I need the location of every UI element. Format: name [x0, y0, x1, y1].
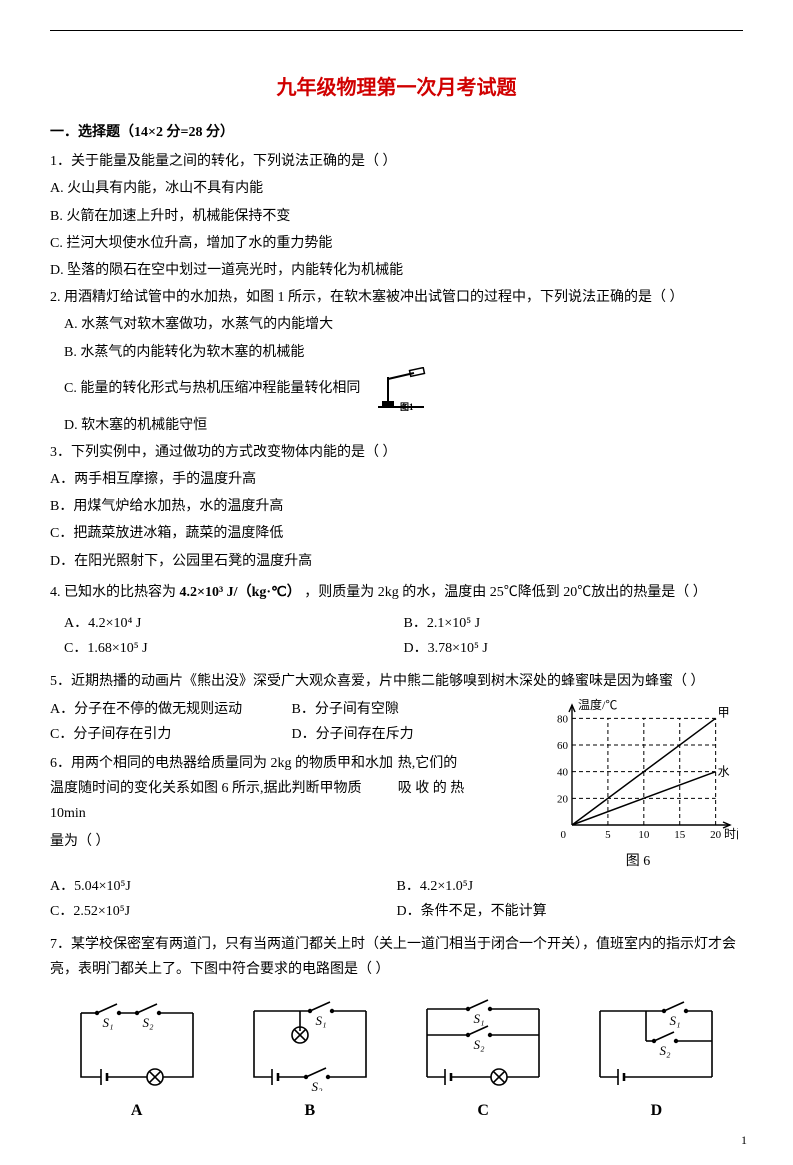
svg-text:水: 水 [718, 764, 730, 778]
circuit-a-label: A [67, 1097, 207, 1126]
q3-opt-b: B．用煤气炉给水加热，水的温度升高 [50, 494, 743, 519]
figure-6-chart: 20 40 60 80 5 10 15 20 0 甲水 温度/℃ 时间/min [533, 697, 743, 847]
svg-text:S₁: S₁ [670, 1013, 681, 1028]
q1-opt-b: B. 火箭在加速上升时，机械能保持不变 [50, 204, 743, 229]
q2-opt-c: C. 能量的转化形式与热机压缩冲程能量转化相同 图1 [50, 367, 743, 411]
q5-opt-a: A．分子在不停的做无规则运动 [50, 697, 292, 722]
page-title: 九年级物理第一次月考试题 [50, 70, 743, 106]
q3-opt-c: C．把蔬菜放进冰箱，蔬菜的温度降低 [50, 521, 743, 546]
figure-6-label: 图 6 [533, 849, 743, 874]
q2-opt-c-text: C. 能量的转化形式与热机压缩冲程能量转化相同 [64, 381, 360, 396]
svg-text:5: 5 [605, 829, 611, 841]
q4-opt-c: C．1.68×10⁵ J [50, 636, 404, 661]
q5-opt-d: D．分子间存在斥力 [292, 722, 534, 747]
q2-opt-a: A. 水蒸气对软木塞做功，水蒸气的内能增大 [50, 312, 743, 337]
svg-text:温度/℃: 温度/℃ [578, 697, 617, 712]
q6-stem-line1: 6．用两个相同的电热器给质量同为 2kg 的物质甲和水加 [50, 751, 398, 776]
svg-text:15: 15 [674, 829, 686, 841]
q4-opt-d: D．3.78×10⁵ J [404, 636, 744, 661]
q3-stem: 3．下列实例中，通过做功的方式改变物体内能的是（ ） [50, 440, 743, 465]
q5-opt-c: C．分子间存在引力 [50, 722, 292, 747]
svg-text:时间/min: 时间/min [724, 827, 738, 841]
svg-text:60: 60 [557, 740, 569, 752]
svg-text:20: 20 [710, 829, 722, 841]
q1-opt-a: A. 火山具有内能，冰山不具有内能 [50, 176, 743, 201]
circuit-b: S₂ S₁ B [240, 995, 380, 1126]
svg-text:S₂: S₂ [142, 1015, 154, 1030]
svg-text:甲: 甲 [718, 705, 730, 719]
q4-stem-b: ，则质量为 2kg 的水，温度由 25℃降低到 20℃放出的热量是（ ） [304, 585, 707, 600]
q1-stem: 1．关于能量及能量之间的转化，下列说法正确的是（ ） [50, 149, 743, 174]
svg-text:80: 80 [557, 713, 569, 725]
q4-opt-b: B．2.1×10⁵ J [404, 611, 744, 636]
q2-opt-b: B. 水蒸气的内能转化为软木塞的机械能 [50, 340, 743, 365]
circuit-diagrams: S₁ S₂ A S₂ S₁ B S₁ S₂ C S₂ S₁ D [50, 995, 743, 1126]
q1-opt-c: C. 拦河大坝使水位升高，增加了水的重力势能 [50, 231, 743, 256]
section-heading: 一．选择题（14×2 分=28 分） [50, 120, 743, 145]
svg-text:10: 10 [638, 829, 650, 841]
q6-stem-tail2: 吸 收 的 热 [398, 776, 465, 826]
svg-text:S₁: S₁ [315, 1013, 326, 1028]
q2-opt-d: D. 软木塞的机械能守恒 [50, 413, 743, 438]
circuit-a: S₁ S₂ A [67, 995, 207, 1126]
circuit-d: S₂ S₁ D [586, 995, 726, 1126]
q6-opt-c: C．2.52×10⁵J [50, 899, 397, 924]
q7-stem: 7．某学校保密室有两道门，只有当两道门都关上时（关上一道门相当于闭合一个开关），… [50, 932, 743, 982]
q6-stem-tail1: 热,它们的 [398, 751, 458, 776]
svg-text:0: 0 [561, 829, 567, 841]
q6-opt-a: A．5.04×10⁵J [50, 874, 397, 899]
svg-text:图1: 图1 [400, 402, 414, 411]
svg-text:S₁: S₁ [102, 1015, 113, 1030]
q4-opt-a: A．4.2×10⁴ J [50, 611, 404, 636]
q2-stem: 2. 用酒精灯给试管中的水加热，如图 1 所示，在软木塞被冲出试管口的过程中，下… [50, 285, 743, 310]
circuit-c-label: C [413, 1097, 553, 1126]
q4-stem: 4. 已知水的比热容为 4.2×10³ J/（kg·℃） ，则质量为 2kg 的… [50, 580, 743, 605]
page-number: 1 [741, 1130, 747, 1152]
q6-opt-b: B．4.2×1.0⁵J [397, 874, 744, 899]
svg-text:S₁: S₁ [474, 1011, 485, 1026]
q5-opt-b: B．分子间有空隙 [292, 697, 534, 722]
q6-opt-d: D．条件不足，不能计算 [397, 899, 744, 924]
q4-stem-a: 4. 已知水的比热容为 [50, 585, 176, 600]
q4-formula: 4.2×10³ J/（kg·℃） [180, 585, 301, 600]
svg-text:20: 20 [557, 793, 569, 805]
figure-1-icon: 图1 [370, 367, 432, 411]
q3-opt-d: D．在阳光照射下，公园里石凳的温度升高 [50, 549, 743, 574]
circuit-b-label: B [240, 1097, 380, 1126]
q6-stem-line2: 温度随时间的变化关系如图 6 所示,据此判断甲物质 10min [50, 776, 398, 826]
q3-opt-a: A．两手相互摩擦，手的温度升高 [50, 467, 743, 492]
svg-text:S₂: S₂ [474, 1037, 486, 1052]
svg-text:S₂: S₂ [311, 1079, 323, 1091]
q1-opt-d: D. 坠落的陨石在空中划过一道亮光时，内能转化为机械能 [50, 258, 743, 283]
circuit-d-label: D [586, 1097, 726, 1126]
q6-stem-line3: 量为（ ） [50, 829, 533, 854]
circuit-c: S₁ S₂ C [413, 995, 553, 1126]
q5-stem: 5．近期热播的动画片《熊出没》深受广大观众喜爱，片中熊二能够嗅到树木深处的蜂蜜味… [50, 669, 743, 694]
svg-text:S₂: S₂ [660, 1043, 672, 1058]
svg-text:40: 40 [557, 766, 569, 778]
